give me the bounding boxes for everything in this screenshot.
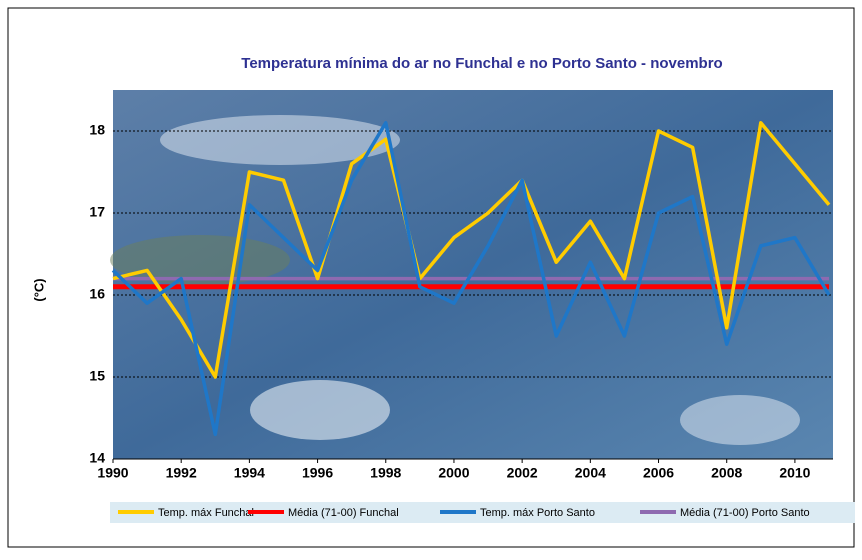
x-tick-label: 2010 — [779, 465, 810, 481]
chart-title: Temperatura mínima do ar no Funchal e no… — [241, 55, 722, 72]
x-tick-label: 1992 — [166, 465, 197, 481]
x-tick-label: 1996 — [302, 465, 333, 481]
x-tick-label: 2004 — [575, 465, 606, 481]
x-tick-label: 2006 — [643, 465, 674, 481]
y-tick-label: 18 — [89, 122, 105, 138]
cloud — [250, 380, 390, 440]
y-tick-label: 16 — [89, 286, 105, 302]
x-tick-label: 2000 — [438, 465, 469, 481]
legend-label: Média (71-00) Funchal — [288, 507, 399, 519]
chart: Temperatura mínima do ar no Funchal e no… — [0, 0, 862, 555]
legend-label: Temp. máx Funchal — [158, 507, 254, 519]
y-tick-label: 17 — [89, 204, 105, 220]
cloud — [680, 395, 800, 445]
x-tick-label: 2008 — [711, 465, 742, 481]
legend-label: Temp. máx Porto Santo — [480, 507, 595, 519]
y-tick-label: 14 — [89, 450, 105, 466]
y-tick-label: 15 — [89, 368, 105, 384]
x-tick-label: 1994 — [234, 465, 265, 481]
x-tick-label: 1990 — [97, 465, 128, 481]
x-tick-label: 1998 — [370, 465, 401, 481]
legend-label: Média (71-00) Porto Santo — [680, 507, 810, 519]
y-axis-label: (°C) — [31, 278, 46, 301]
x-tick-label: 2002 — [507, 465, 538, 481]
